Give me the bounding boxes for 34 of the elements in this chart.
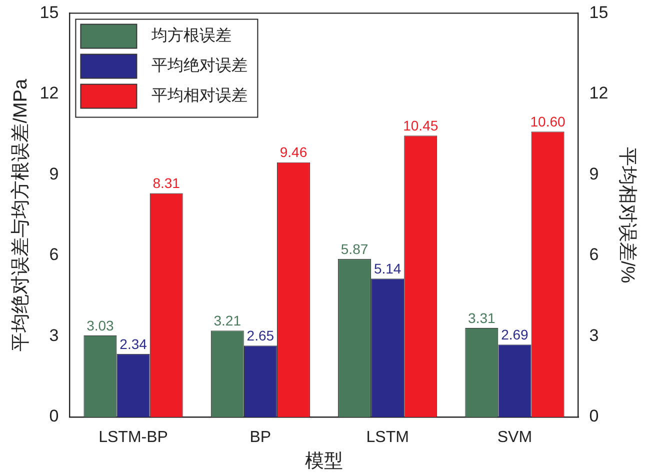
x-tick-label: LSTM xyxy=(366,429,409,446)
y2-tick-label: 6 xyxy=(589,245,599,264)
data-label: 10.60 xyxy=(530,114,566,130)
y2-axis-title: 平均相对误差/% xyxy=(616,147,638,284)
y-tick-label: 9 xyxy=(49,164,59,184)
data-label: 10.45 xyxy=(403,118,438,134)
x-tick-label: LSTM-BP xyxy=(98,429,168,446)
data-label: 5.14 xyxy=(374,260,402,276)
data-label: 8.31 xyxy=(152,175,180,192)
y2-tick-label: 0 xyxy=(589,406,599,426)
legend-label: 均方根误差 xyxy=(150,26,232,45)
y2-tick-label: 15 xyxy=(589,2,608,22)
legend-label: 平均绝对误差 xyxy=(152,56,248,75)
data-label: 5.87 xyxy=(340,240,368,257)
data-label: 3.21 xyxy=(214,312,242,328)
data-label: 3.03 xyxy=(86,317,114,334)
y-tick-label: 6 xyxy=(49,245,59,264)
y2-tick-label: 9 xyxy=(589,164,599,184)
data-label: 2.34 xyxy=(120,336,148,352)
y2-tick-label: 3 xyxy=(589,326,599,345)
data-label: 3.31 xyxy=(468,310,496,326)
x-axis-title: 模型 xyxy=(305,450,343,472)
x-tick-label: BP xyxy=(250,429,272,446)
y-tick-label: 15 xyxy=(40,2,59,22)
legend-label: 平均相对误差 xyxy=(152,86,248,105)
data-label: 2.69 xyxy=(501,326,529,342)
y-tick-label: 12 xyxy=(40,84,59,103)
data-label: 2.65 xyxy=(246,328,274,344)
y-axis-title: 平均绝对误差与均方根误差/MPa xyxy=(10,78,32,352)
y-tick-label: 0 xyxy=(49,406,59,426)
y2-tick-label: 12 xyxy=(589,84,608,103)
y-tick-label: 3 xyxy=(49,326,59,345)
data-label: 9.46 xyxy=(280,144,308,160)
x-tick-label: SVM xyxy=(497,429,532,446)
